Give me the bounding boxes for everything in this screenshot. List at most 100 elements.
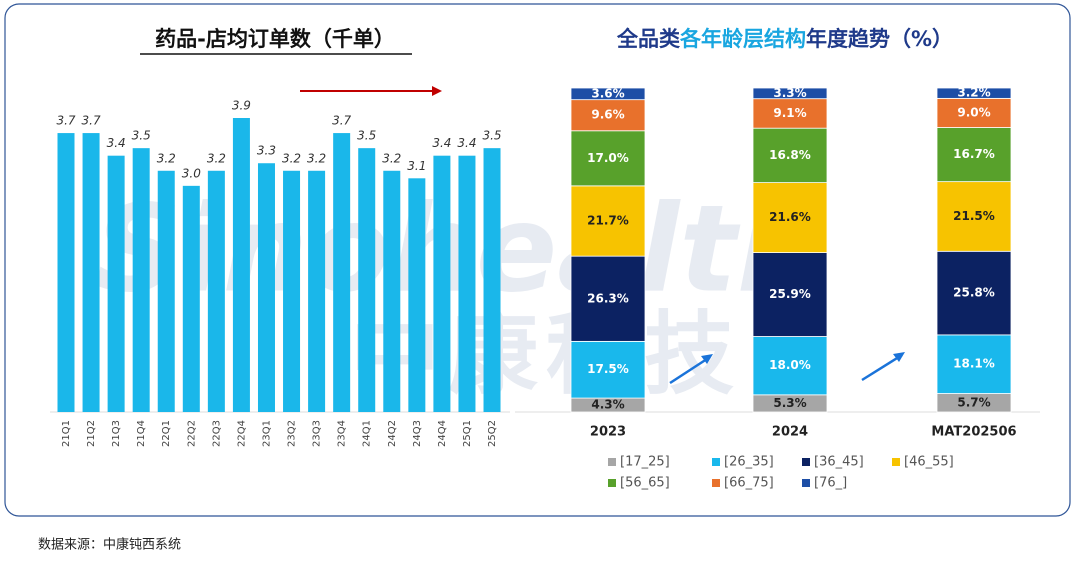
- bar-segment: [936, 127, 1012, 183]
- bar: [458, 155, 476, 412]
- bar: [132, 148, 150, 412]
- value-label: 3.5: [482, 129, 501, 143]
- x-tick-label: 24Q1: [362, 420, 373, 447]
- arrow-head: [893, 352, 905, 362]
- x-tick-label: 21Q3: [111, 420, 122, 447]
- bar-segment: [936, 87, 1012, 99]
- x-tick-label: 23Q1: [261, 420, 272, 447]
- value-label: 5.7%: [957, 395, 990, 409]
- value-label: 16.8%: [769, 148, 811, 162]
- x-tick-label: 2024: [772, 425, 808, 440]
- title-part: 年度趋势（%）: [806, 27, 953, 51]
- legend-swatch: [802, 479, 810, 487]
- bar: [308, 170, 326, 412]
- x-tick-label: 22Q4: [236, 420, 247, 447]
- legend-swatch: [608, 458, 616, 466]
- value-label: 25.9%: [769, 287, 811, 301]
- x-tick-label: 22Q1: [161, 420, 172, 447]
- bar-segment: [752, 87, 828, 100]
- bar: [483, 148, 501, 412]
- legend-label: [56_65]: [620, 476, 670, 491]
- value-label: 3.4: [107, 136, 126, 150]
- value-label: 3.1: [407, 159, 426, 173]
- value-label: 3.2: [282, 151, 301, 165]
- x-tick-label: 23Q3: [312, 420, 323, 447]
- value-label: 26.3%: [587, 291, 629, 305]
- bar-segment: [570, 340, 646, 399]
- bar: [433, 155, 451, 412]
- x-tick-label: MAT202506: [931, 425, 1016, 440]
- bar: [283, 170, 301, 412]
- value-label: 3.4: [432, 136, 451, 150]
- legend-swatch: [712, 479, 720, 487]
- x-tick-label: 2023: [590, 425, 626, 440]
- bar-segment: [752, 252, 828, 337]
- bar-segment: [570, 255, 646, 342]
- bar: [82, 133, 100, 413]
- legend-label: [36_45]: [814, 455, 864, 470]
- value-label: 4.3%: [591, 398, 624, 412]
- legend-label: [26_35]: [724, 455, 774, 470]
- bar: [182, 185, 200, 412]
- bar: [107, 155, 125, 412]
- value-label: 5.3%: [773, 396, 806, 410]
- value-label: 3.3: [257, 144, 276, 158]
- bar: [207, 170, 225, 412]
- value-label: 3.4: [457, 136, 476, 150]
- bar-segment: [936, 334, 1012, 394]
- value-label: 3.2%: [957, 86, 990, 100]
- x-tick-label: 24Q4: [437, 420, 448, 447]
- value-label: 3.2: [207, 151, 226, 165]
- title-part: 全品类: [616, 27, 681, 51]
- legend-label: [46_55]: [904, 455, 954, 470]
- bar-segment: [752, 336, 828, 396]
- bar-segment: [570, 87, 646, 101]
- x-tick-label: 21Q1: [61, 420, 72, 447]
- value-label: 3.2: [307, 151, 326, 165]
- value-label: 17.5%: [587, 362, 629, 376]
- value-label: 9.0%: [957, 105, 990, 119]
- value-label: 3.2: [157, 151, 176, 165]
- value-label: 3.7: [332, 114, 351, 128]
- bar-segment: [936, 181, 1012, 252]
- legend-swatch: [608, 479, 616, 487]
- legend-label: [76_]: [814, 476, 847, 491]
- bar-segment: [752, 127, 828, 184]
- x-tick-label: 25Q2: [487, 420, 498, 447]
- chart-title: 药品-店均订单数（千单）: [155, 27, 395, 51]
- title-part: 各年龄层结构: [679, 27, 806, 51]
- value-label: 3.9: [232, 99, 251, 113]
- value-label: 18.1%: [953, 357, 995, 371]
- panel-border: [4, 3, 1071, 517]
- value-label: 3.7: [56, 114, 75, 128]
- legend-label: [66_75]: [724, 476, 774, 491]
- bar: [408, 178, 426, 412]
- bar: [57, 133, 75, 413]
- bar: [257, 163, 275, 412]
- x-tick-label: 24Q3: [412, 420, 423, 447]
- x-tick-label: 25Q1: [462, 420, 473, 447]
- value-label: 3.5: [132, 129, 151, 143]
- x-tick-label: 23Q2: [287, 420, 298, 447]
- value-label: 3.2: [382, 151, 401, 165]
- bar-segment: [570, 130, 646, 187]
- value-label: 21.5%: [953, 209, 995, 223]
- x-tick-label: 23Q4: [337, 420, 348, 447]
- value-label: 3.7: [82, 114, 101, 128]
- value-label: 18.0%: [769, 358, 811, 372]
- value-label: 9.6%: [591, 108, 624, 122]
- chart-title: 全品类各年龄层结构年度趋势（%）: [616, 27, 953, 51]
- bar: [232, 118, 250, 412]
- arrow: [861, 353, 903, 382]
- x-tick-label: 21Q4: [136, 420, 147, 447]
- value-label: 21.6%: [769, 210, 811, 224]
- bar-segment: [936, 97, 1012, 128]
- x-tick-label: 22Q3: [211, 420, 222, 447]
- value-label: 21.7%: [587, 214, 629, 228]
- arrow-head: [701, 354, 713, 364]
- bar: [383, 170, 401, 412]
- value-label: 25.8%: [953, 286, 995, 300]
- bar-segment: [570, 185, 646, 257]
- x-tick-label: 24Q2: [387, 420, 398, 447]
